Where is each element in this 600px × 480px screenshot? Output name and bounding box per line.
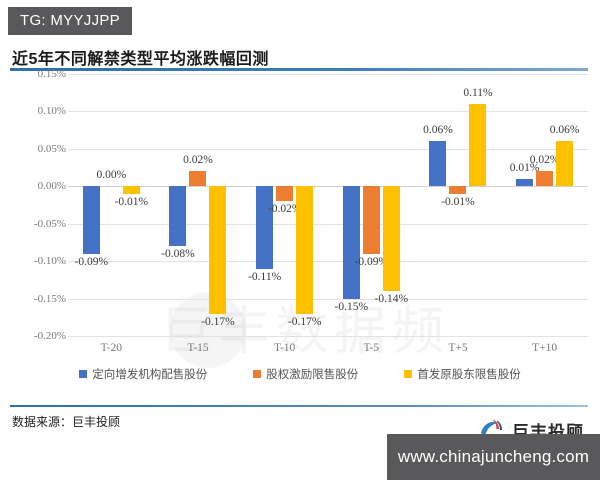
y-axis-tick: 0.15% [37,68,66,80]
bar[interactable] [122,186,140,194]
y-axis-tick: 0.00% [37,180,66,193]
bar[interactable] [382,186,400,292]
bar-group: -0.09% 0.00% -0.01% [68,74,155,336]
x-axis-tick: T+10 [532,342,558,354]
bar-value-label: 0.06% [423,124,453,137]
legend-swatch-icon [404,370,413,378]
grid-line [68,148,588,150]
x-axis: T-20 T-15 T-10 T-5 T+5 T+10 [68,342,588,362]
grid-line [68,111,588,113]
title-divider [10,68,588,71]
x-axis-tick: T+5 [448,342,468,354]
bar-group: 0.06% -0.01% 0.11% [415,74,502,336]
tg-tag-badge: TG: MYYJJPP [8,7,132,35]
grid-line [68,261,588,263]
grid-line [68,74,588,75]
source-note: 数据来源：巨丰投顾 [12,415,121,429]
y-axis-tick: -0.10% [33,255,66,268]
bar-value-label: -0.17% [287,315,322,328]
legend-item[interactable]: 股权激励限售股份 [253,366,358,382]
bar-value-label: -0.11% [248,270,282,283]
grid-lines [68,74,588,337]
bar-group: -0.15% -0.09% -0.14% [328,74,415,336]
legend-label: 定向增发机构配售股份 [92,369,208,381]
bars-layer: -0.09% 0.00% -0.01% -0.08% 0.02% -0.17% -0.11%… [68,74,588,336]
legend-label: 首发原股东限售股份 [417,369,521,381]
bar-value-label: -0.01% [114,195,149,208]
url-badge: www.chinajuncheng.com [387,434,600,480]
y-axis: 0.15% 0.10% 0.05% 0.00% -0.05% -0.10% -0.15% -0… [8,68,66,404]
bar-value-label: 0.02% [529,154,560,167]
bar-value-label: -0.09% [74,255,109,268]
bar[interactable] [256,186,274,269]
grid-line [68,336,588,337]
x-axis-tick: T-10 [274,342,296,354]
grid-line [68,298,588,300]
bar-value-label: 0.06% [549,124,580,137]
grid-line [68,223,588,225]
bar[interactable] [429,141,447,187]
y-axis-tick: 0.10% [37,105,66,118]
brand-mark-icon [479,417,505,443]
bar-value-label: -0.09% [354,255,389,268]
y-axis-tick: -0.15% [33,292,66,305]
bar-value-label: 0.02% [183,154,213,167]
legend-label: 股权激励限售股份 [266,369,359,381]
bar[interactable] [556,141,574,187]
bar[interactable] [276,186,294,202]
bar-group: -0.11% -0.02% -0.17% [241,74,328,336]
bar-value-label: 0.01% [509,161,540,174]
bar[interactable] [469,103,487,187]
bar-value-label: -0.14% [374,293,409,306]
bar[interactable] [189,171,207,187]
swoosh-icon [481,420,502,436]
bar-value-label: 0.00% [96,169,127,182]
bar[interactable] [342,186,360,299]
y-axis-tick: -0.20% [33,330,66,342]
bar-value-label: -0.01% [441,195,475,208]
y-axis-tick: 0.05% [37,142,66,155]
legend-swatch-icon [253,370,262,378]
legend-item[interactable]: 定向增发机构配售股份 [79,366,207,382]
x-axis-tick: T-15 [187,342,209,354]
footer-divider [10,405,588,407]
chart-legend: 定向增发机构配售股份 股权激励限售股份 首发原股东限售股份 [0,366,600,382]
legend-swatch-icon [79,370,88,378]
bar-group: -0.08% 0.02% -0.17% [155,74,242,336]
x-axis-tick: T-20 [100,342,122,354]
bar[interactable] [536,171,554,187]
grid-line [68,186,588,188]
bar[interactable] [82,186,100,254]
bar[interactable] [169,186,187,247]
bar[interactable] [209,186,227,314]
chart-plot-area: 巨丰数据频 0.15% 0.10% 0.05% 0.00% -0.05% -0.10% -0… [0,68,600,404]
bar-value-label: -0.17% [201,315,235,328]
bar[interactable] [449,186,467,194]
bar[interactable] [516,178,534,187]
bar[interactable] [296,186,314,314]
bar-value-label: -0.02% [267,203,302,216]
bar-value-label: 0.11% [463,86,493,99]
x-axis-tick: T-5 [363,342,380,354]
bar-group: 0.01% 0.02% 0.06% [501,74,588,336]
bar[interactable] [362,186,380,254]
bar-value-label: -0.08% [161,248,195,261]
legend-item[interactable]: 首发原股东限售股份 [404,366,521,382]
bar-value-label: -0.15% [334,300,369,313]
watermark-circle [170,292,246,368]
y-axis-tick: -0.05% [33,217,66,230]
page-title: 近5年不同解禁类型平均涨跌幅回测 [12,51,269,68]
